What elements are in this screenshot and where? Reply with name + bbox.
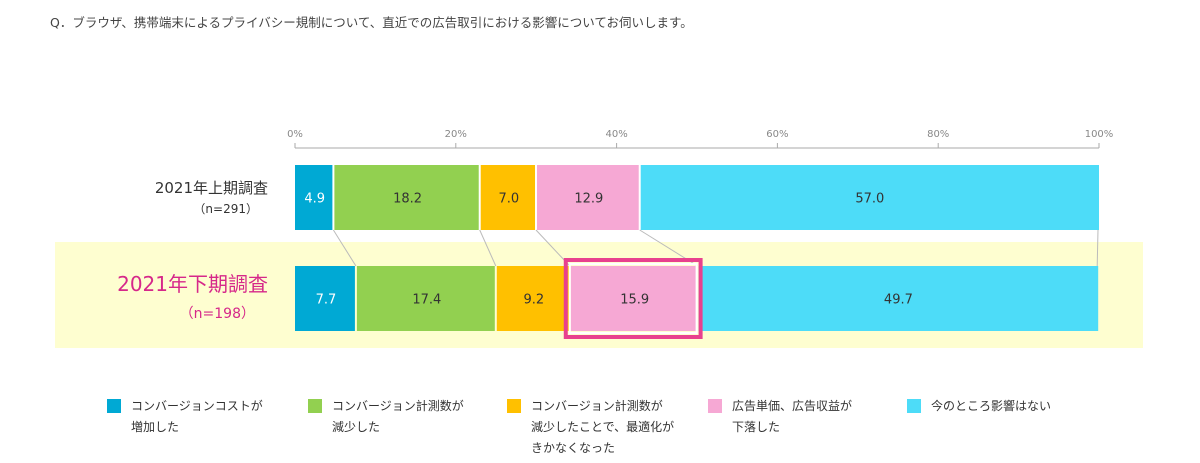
data-label: 57.0 (855, 192, 884, 207)
sample-size-label: （n=291） (193, 202, 258, 216)
connector-line (1096, 229, 1099, 267)
x-tick-label: 80% (927, 129, 949, 140)
legend-swatch (708, 399, 722, 413)
connector-line (332, 229, 357, 267)
x-tick-label: 40% (605, 129, 627, 140)
legend-swatch (507, 399, 521, 413)
bar-segment (480, 165, 536, 230)
category-label: 2021年上期調査 (155, 179, 268, 197)
legend-swatch (308, 399, 322, 413)
legend-item: コンバージョンコストが 増加した (107, 396, 263, 438)
category-label: 2021年下期調査 (117, 272, 268, 296)
legend-item: コンバージョン計測数が 減少した (308, 396, 464, 438)
connector-line (479, 229, 497, 267)
bar-segment (295, 266, 355, 331)
bar-segment (640, 165, 1099, 230)
legend-label: コンバージョン計測数が 減少した (332, 399, 464, 434)
data-label: 9.2 (523, 293, 544, 308)
legend-label: 今のところ影響はない (931, 399, 1052, 413)
data-label: 4.9 (304, 192, 325, 207)
legend-item: 今のところ影響はない (907, 396, 1051, 417)
question-text: Q．ブラウザ、携帯端末によるプライバシー規制について、直近での広告取引における影… (50, 15, 693, 30)
legend-swatch (907, 399, 921, 413)
data-label: 15.9 (620, 293, 649, 308)
data-label: 12.9 (574, 192, 603, 207)
legend-item: コンバージョン計測数が 減少したことで、最適化が きかなくなった (507, 396, 674, 459)
data-label: 18.2 (393, 192, 422, 207)
legend-label: コンバージョンコストが 増加した (131, 399, 263, 434)
x-tick-label: 20% (445, 129, 467, 140)
bar-segment (496, 266, 569, 331)
highlight-inner-border (568, 263, 698, 334)
bar-segment (356, 266, 495, 331)
legend-label: コンバージョン計測数が 減少したことで、最適化が きかなくなった (531, 399, 675, 455)
legend-label: 広告単価、広告収益が 下落した (732, 399, 853, 434)
bar-segment (537, 165, 639, 230)
bar-segment (334, 165, 479, 230)
legend-swatch (107, 399, 121, 413)
x-tick-label: 60% (766, 129, 788, 140)
data-label: 49.7 (884, 293, 913, 308)
bar-segment (698, 266, 1099, 331)
data-label: 7.7 (316, 293, 337, 308)
sample-size-label: （n=198） (180, 306, 255, 322)
highlight-box (563, 258, 703, 339)
bar-segment (295, 165, 333, 230)
data-label: 17.4 (412, 293, 441, 308)
data-label: 7.0 (499, 192, 520, 207)
legend-item: 広告単価、広告収益が 下落した (708, 396, 852, 438)
bar-segment (570, 266, 697, 331)
x-tick-label: 100% (1085, 129, 1114, 140)
x-tick-label: 0% (287, 129, 303, 140)
